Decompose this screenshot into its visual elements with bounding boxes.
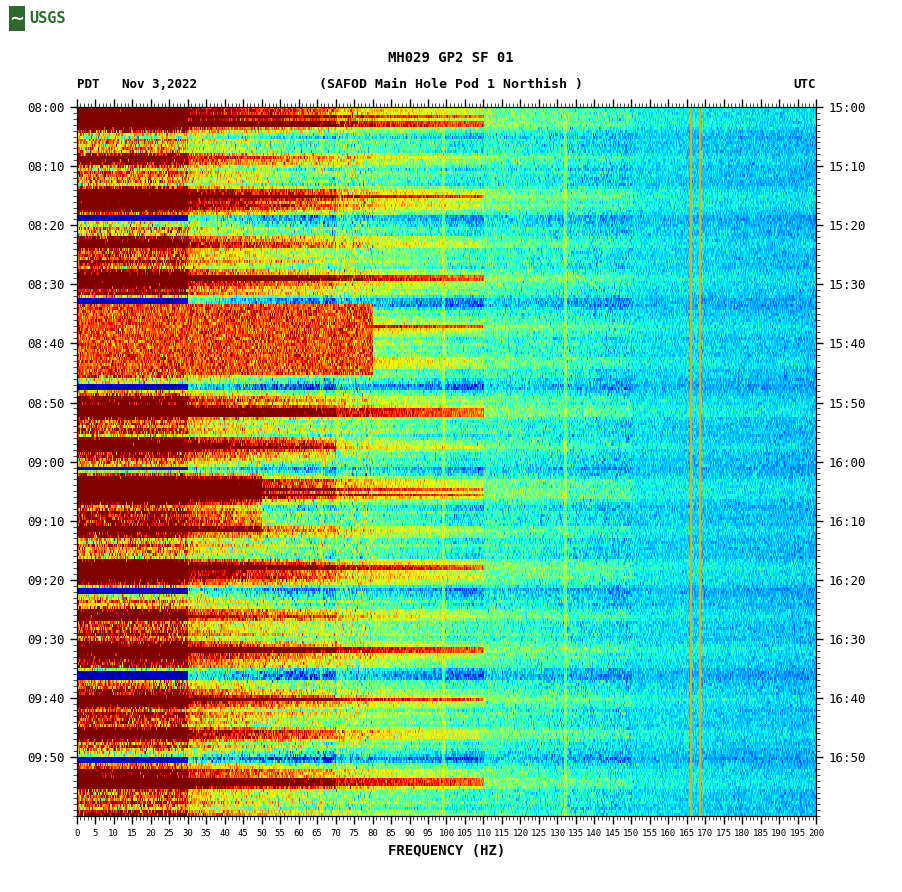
FancyBboxPatch shape <box>9 6 25 31</box>
Text: USGS: USGS <box>29 12 66 26</box>
X-axis label: FREQUENCY (HZ): FREQUENCY (HZ) <box>388 844 505 858</box>
Text: ∼: ∼ <box>9 10 24 28</box>
Text: (SAFOD Main Hole Pod 1 Northish ): (SAFOD Main Hole Pod 1 Northish ) <box>319 78 583 91</box>
Text: UTC: UTC <box>794 78 816 91</box>
Text: MH029 GP2 SF 01: MH029 GP2 SF 01 <box>388 51 514 65</box>
Text: PDT   Nov 3,2022: PDT Nov 3,2022 <box>77 78 197 91</box>
